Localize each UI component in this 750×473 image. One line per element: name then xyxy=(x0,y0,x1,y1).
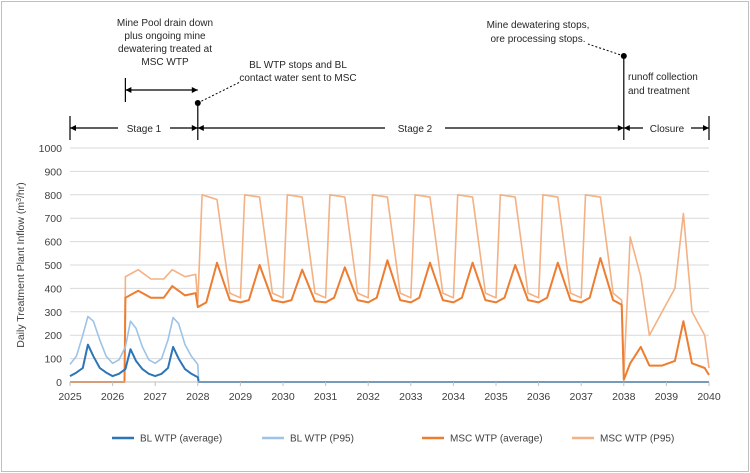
arrowhead xyxy=(70,125,76,131)
arrowhead xyxy=(197,125,204,131)
x-tick-label: 2026 xyxy=(101,391,125,403)
y-tick-label: 0 xyxy=(56,377,62,389)
x-tick-label: 2039 xyxy=(655,391,679,403)
x-tick-label: 2036 xyxy=(527,391,551,403)
annotations: Mine Pool drain down plus ongoing mine dew… xyxy=(69,18,710,140)
x-tick-label: 2040 xyxy=(697,391,721,403)
y-tick-label: 900 xyxy=(44,166,62,178)
y-tick-label: 800 xyxy=(44,190,62,202)
series-line-bl-wtp-average xyxy=(69,343,709,383)
legend-label: BL WTP (P95) xyxy=(290,434,354,445)
arrowhead xyxy=(191,87,198,93)
mine-pool-annotation: Mine Pool drain down plus ongoing mine dew… xyxy=(117,18,213,68)
bl-stop-leader xyxy=(197,81,241,104)
x-tick-label: 2032 xyxy=(357,391,381,403)
legend-label: MSC WTP (P95) xyxy=(600,434,674,445)
y-tick-label: 300 xyxy=(44,307,62,319)
mine-dewatering-stop-annotation: Mine dewatering stops, ore processing sto… xyxy=(487,20,590,45)
x-tick-label: 2037 xyxy=(570,391,594,403)
legend-label: MSC WTP (average) xyxy=(450,434,543,445)
grid xyxy=(70,147,709,360)
x-tick-label: 2025 xyxy=(58,391,82,403)
x-tick-label: 2031 xyxy=(314,391,338,403)
stage-2-label: Stage 2 xyxy=(398,124,433,135)
stage-1-label: Stage 1 xyxy=(127,124,162,135)
x-tick-label: 2029 xyxy=(229,391,253,403)
axes: 0 100 200 300 400 500 600 700 800 900 1000 2025 2026… xyxy=(39,143,721,403)
x-tick-label: 2038 xyxy=(612,391,636,403)
mine-stop-dot xyxy=(620,53,627,59)
y-axis-label: Daily Treatment Plant Inflow (m3/hr) xyxy=(15,182,27,348)
legend-label: BL WTP (average) xyxy=(140,434,222,445)
y-tick-label: 1000 xyxy=(39,143,63,155)
y-tick-label: 100 xyxy=(44,354,62,366)
y-tick-label: 700 xyxy=(44,213,62,225)
x-tick-label: 2034 xyxy=(442,391,466,403)
legend: BL WTP (average) BL WTP (P95) MSC WTP (ave… xyxy=(112,434,674,445)
x-tick-label: 2035 xyxy=(484,391,508,403)
y-tick-label: 500 xyxy=(44,260,62,272)
y-tick-label: 600 xyxy=(44,237,62,249)
series-layer xyxy=(69,194,710,383)
bl-stop-dot xyxy=(194,100,201,106)
arrowhead xyxy=(125,87,132,93)
arrowhead xyxy=(703,125,709,131)
arrowhead xyxy=(191,125,198,131)
series-line-msc-wtp-average xyxy=(70,257,710,383)
y-tick-label: 400 xyxy=(44,283,62,295)
arrowhead xyxy=(617,125,624,131)
x-tick-label: 2033 xyxy=(399,391,423,403)
x-tick-label: 2030 xyxy=(271,391,295,403)
closure-label: Closure xyxy=(650,124,685,135)
series-line-bl-wtp-p95 xyxy=(69,315,709,383)
x-tick-label: 2028 xyxy=(186,391,210,403)
bl-wtp-stop-annotation: BL WTP stops and BL contact water sent to… xyxy=(239,60,356,84)
runoff-annotation: runoff collection and treatment xyxy=(628,72,698,97)
x-tick-label: 2027 xyxy=(144,391,168,403)
mine-stop-leader xyxy=(587,43,624,57)
arrowhead xyxy=(623,125,630,131)
y-tick-label: 200 xyxy=(44,330,62,342)
